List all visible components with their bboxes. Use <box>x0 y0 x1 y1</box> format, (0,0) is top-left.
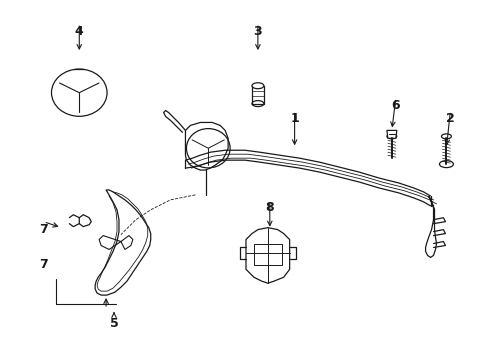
Text: 1: 1 <box>290 112 298 125</box>
Ellipse shape <box>439 161 452 168</box>
Text: 4: 4 <box>75 24 83 38</box>
Ellipse shape <box>251 100 264 107</box>
Text: 5: 5 <box>109 318 118 330</box>
Ellipse shape <box>251 83 264 89</box>
Text: 8: 8 <box>265 201 274 214</box>
Text: 2: 2 <box>445 112 454 125</box>
Text: 7: 7 <box>39 258 48 271</box>
Ellipse shape <box>386 134 396 139</box>
Text: 6: 6 <box>391 99 399 112</box>
Ellipse shape <box>441 134 450 139</box>
Text: 3: 3 <box>253 24 262 38</box>
Polygon shape <box>386 130 396 138</box>
Text: 7: 7 <box>39 223 48 236</box>
